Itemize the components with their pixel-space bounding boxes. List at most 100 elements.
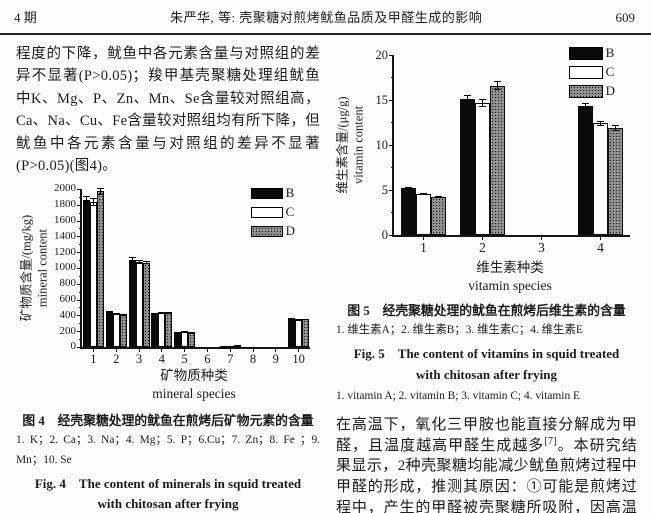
error-bar-cap xyxy=(612,129,619,131)
error-bar-stem xyxy=(600,120,601,127)
y-tick-label: 10 xyxy=(375,138,389,152)
figure-5-caption-en: Fig. 5 The content of vitamins in squid … xyxy=(353,346,620,382)
figure-5-bar-chart: 维生素含量/(μg/g) vitamin content 0 5 10 15 20 1 2 3… xyxy=(335,45,637,295)
error-bar-stem xyxy=(85,196,87,204)
x-tick-label: 1 xyxy=(420,240,427,255)
legend-item-C: C xyxy=(568,64,615,80)
bar-B-4 xyxy=(151,314,159,348)
x-tick xyxy=(600,235,601,240)
fig5-y-axis-title: 维生素含量/(μg/g) vitamin content xyxy=(335,97,366,194)
error-bar-stem xyxy=(92,197,94,207)
x-tick-label: 8 xyxy=(249,352,257,367)
bar-C-4 xyxy=(593,123,608,235)
y-tick xyxy=(77,331,82,333)
error-bar-B-2 xyxy=(105,310,113,313)
error-bar-D-4 xyxy=(165,312,173,314)
error-bar-B-4 xyxy=(151,313,159,316)
legend-swatch-D xyxy=(568,84,603,98)
y-tick xyxy=(389,99,394,101)
x-tick xyxy=(161,347,163,353)
error-bar-D-2 xyxy=(119,314,127,316)
error-bar-stem xyxy=(467,94,468,104)
y-minor-tick xyxy=(79,275,82,277)
fig4-x-axis-title-en: mineral species xyxy=(152,385,236,401)
y-tick xyxy=(77,315,82,317)
error-bar-C-5 xyxy=(181,330,189,333)
error-bar-D-1 xyxy=(96,188,104,195)
bar-C-3 xyxy=(135,262,143,348)
legend-item-D: D xyxy=(568,83,615,99)
error-bar-cap xyxy=(597,125,604,127)
bar-B-2 xyxy=(105,311,113,348)
y-tick-label: 1200 xyxy=(54,245,76,258)
error-bar-C-3 xyxy=(135,259,143,265)
y-tick xyxy=(77,236,82,238)
legend-label: D xyxy=(285,223,295,239)
legend-label: C xyxy=(605,64,615,79)
error-bar-cap xyxy=(435,197,442,199)
y-tick-label: 0 xyxy=(70,340,77,353)
error-bar-cap xyxy=(188,332,196,334)
error-bar-C-2 xyxy=(112,313,120,316)
y-tick xyxy=(77,188,82,190)
y-minor-tick xyxy=(79,260,82,262)
bar-D-4 xyxy=(165,313,173,348)
y-tick xyxy=(77,346,82,348)
legend-swatch-C xyxy=(568,65,603,79)
y-tick-label: 400 xyxy=(59,308,77,321)
bar-B-5 xyxy=(174,332,182,348)
error-bar-stem xyxy=(497,81,498,91)
x-tick xyxy=(252,347,254,353)
fig4-x-axis-title-zh: 矿物质种类 xyxy=(160,368,228,384)
error-bar-C-7 xyxy=(226,345,234,347)
y-tick-label: 0 xyxy=(381,228,388,242)
y-tick-label: 1000 xyxy=(54,261,76,274)
bar-C-5 xyxy=(181,331,189,348)
x-tick-label: 10 xyxy=(292,352,305,367)
x-tick-label: 6 xyxy=(204,352,211,367)
bar-D-1 xyxy=(96,191,104,348)
x-tick xyxy=(275,347,277,353)
body-paragraph-right: 在高温下，氧化三甲胺也能直接分解成为甲醛，且温度越高甲醛生成越多[7]。本研究结… xyxy=(336,415,637,513)
x-tick xyxy=(92,347,94,353)
legend-swatch-B xyxy=(568,46,603,60)
y-tick xyxy=(77,252,82,254)
y-minor-tick xyxy=(79,291,82,293)
y-minor-tick xyxy=(79,196,82,198)
y-minor-tick xyxy=(391,77,394,78)
error-bar-stem xyxy=(482,98,483,107)
error-bar-cap xyxy=(464,102,471,104)
citation-reference: [7] xyxy=(544,435,557,447)
error-bar-C-10 xyxy=(295,319,303,321)
error-bar-cap xyxy=(295,319,303,321)
error-bar-cap xyxy=(112,314,120,316)
figure-5-key-zh: 1. 维生素A；2. 维生素B；3. 维生素C；4. 维生素E xyxy=(336,324,583,336)
error-bar-cap xyxy=(89,205,97,207)
y-tick xyxy=(389,189,394,191)
figure-5-caption-zh: 图 5 经壳聚糖处理的鱿鱼在煎烤后维生素的含量 xyxy=(347,304,626,318)
y-tick-label: 5 xyxy=(381,183,388,197)
y-tick xyxy=(77,283,82,285)
y-tick-label: 15 xyxy=(375,93,389,107)
legend-label: B xyxy=(285,185,295,201)
x-tick-label: 3 xyxy=(538,240,545,255)
legend-label: D xyxy=(605,83,615,98)
legend-item-D: D xyxy=(250,223,295,239)
x-tick-label: 4 xyxy=(597,240,604,255)
bar-C-4 xyxy=(158,313,166,348)
error-bar-stem xyxy=(138,259,140,265)
bar-D-2 xyxy=(490,85,505,235)
x-tick-label: 2 xyxy=(479,240,486,255)
x-tick xyxy=(229,347,231,353)
figure-4-bar-chart: 矿物质含量/(mg/kg) mineral content 0 200 400 600… xyxy=(16,181,320,405)
page-header: 4 期 朱严华, 等: 壳聚糖对煎烤鱿鱼品质及甲醛生成的影响 609 xyxy=(0,0,651,35)
error-bar-cap xyxy=(165,313,173,314)
error-bar-D-3 xyxy=(142,260,150,265)
legend-label: C xyxy=(285,204,295,220)
bar-B-10 xyxy=(288,318,296,348)
y-minor-tick xyxy=(79,307,82,309)
bar-B-4 xyxy=(578,106,593,235)
legend-item-B: B xyxy=(568,45,615,61)
